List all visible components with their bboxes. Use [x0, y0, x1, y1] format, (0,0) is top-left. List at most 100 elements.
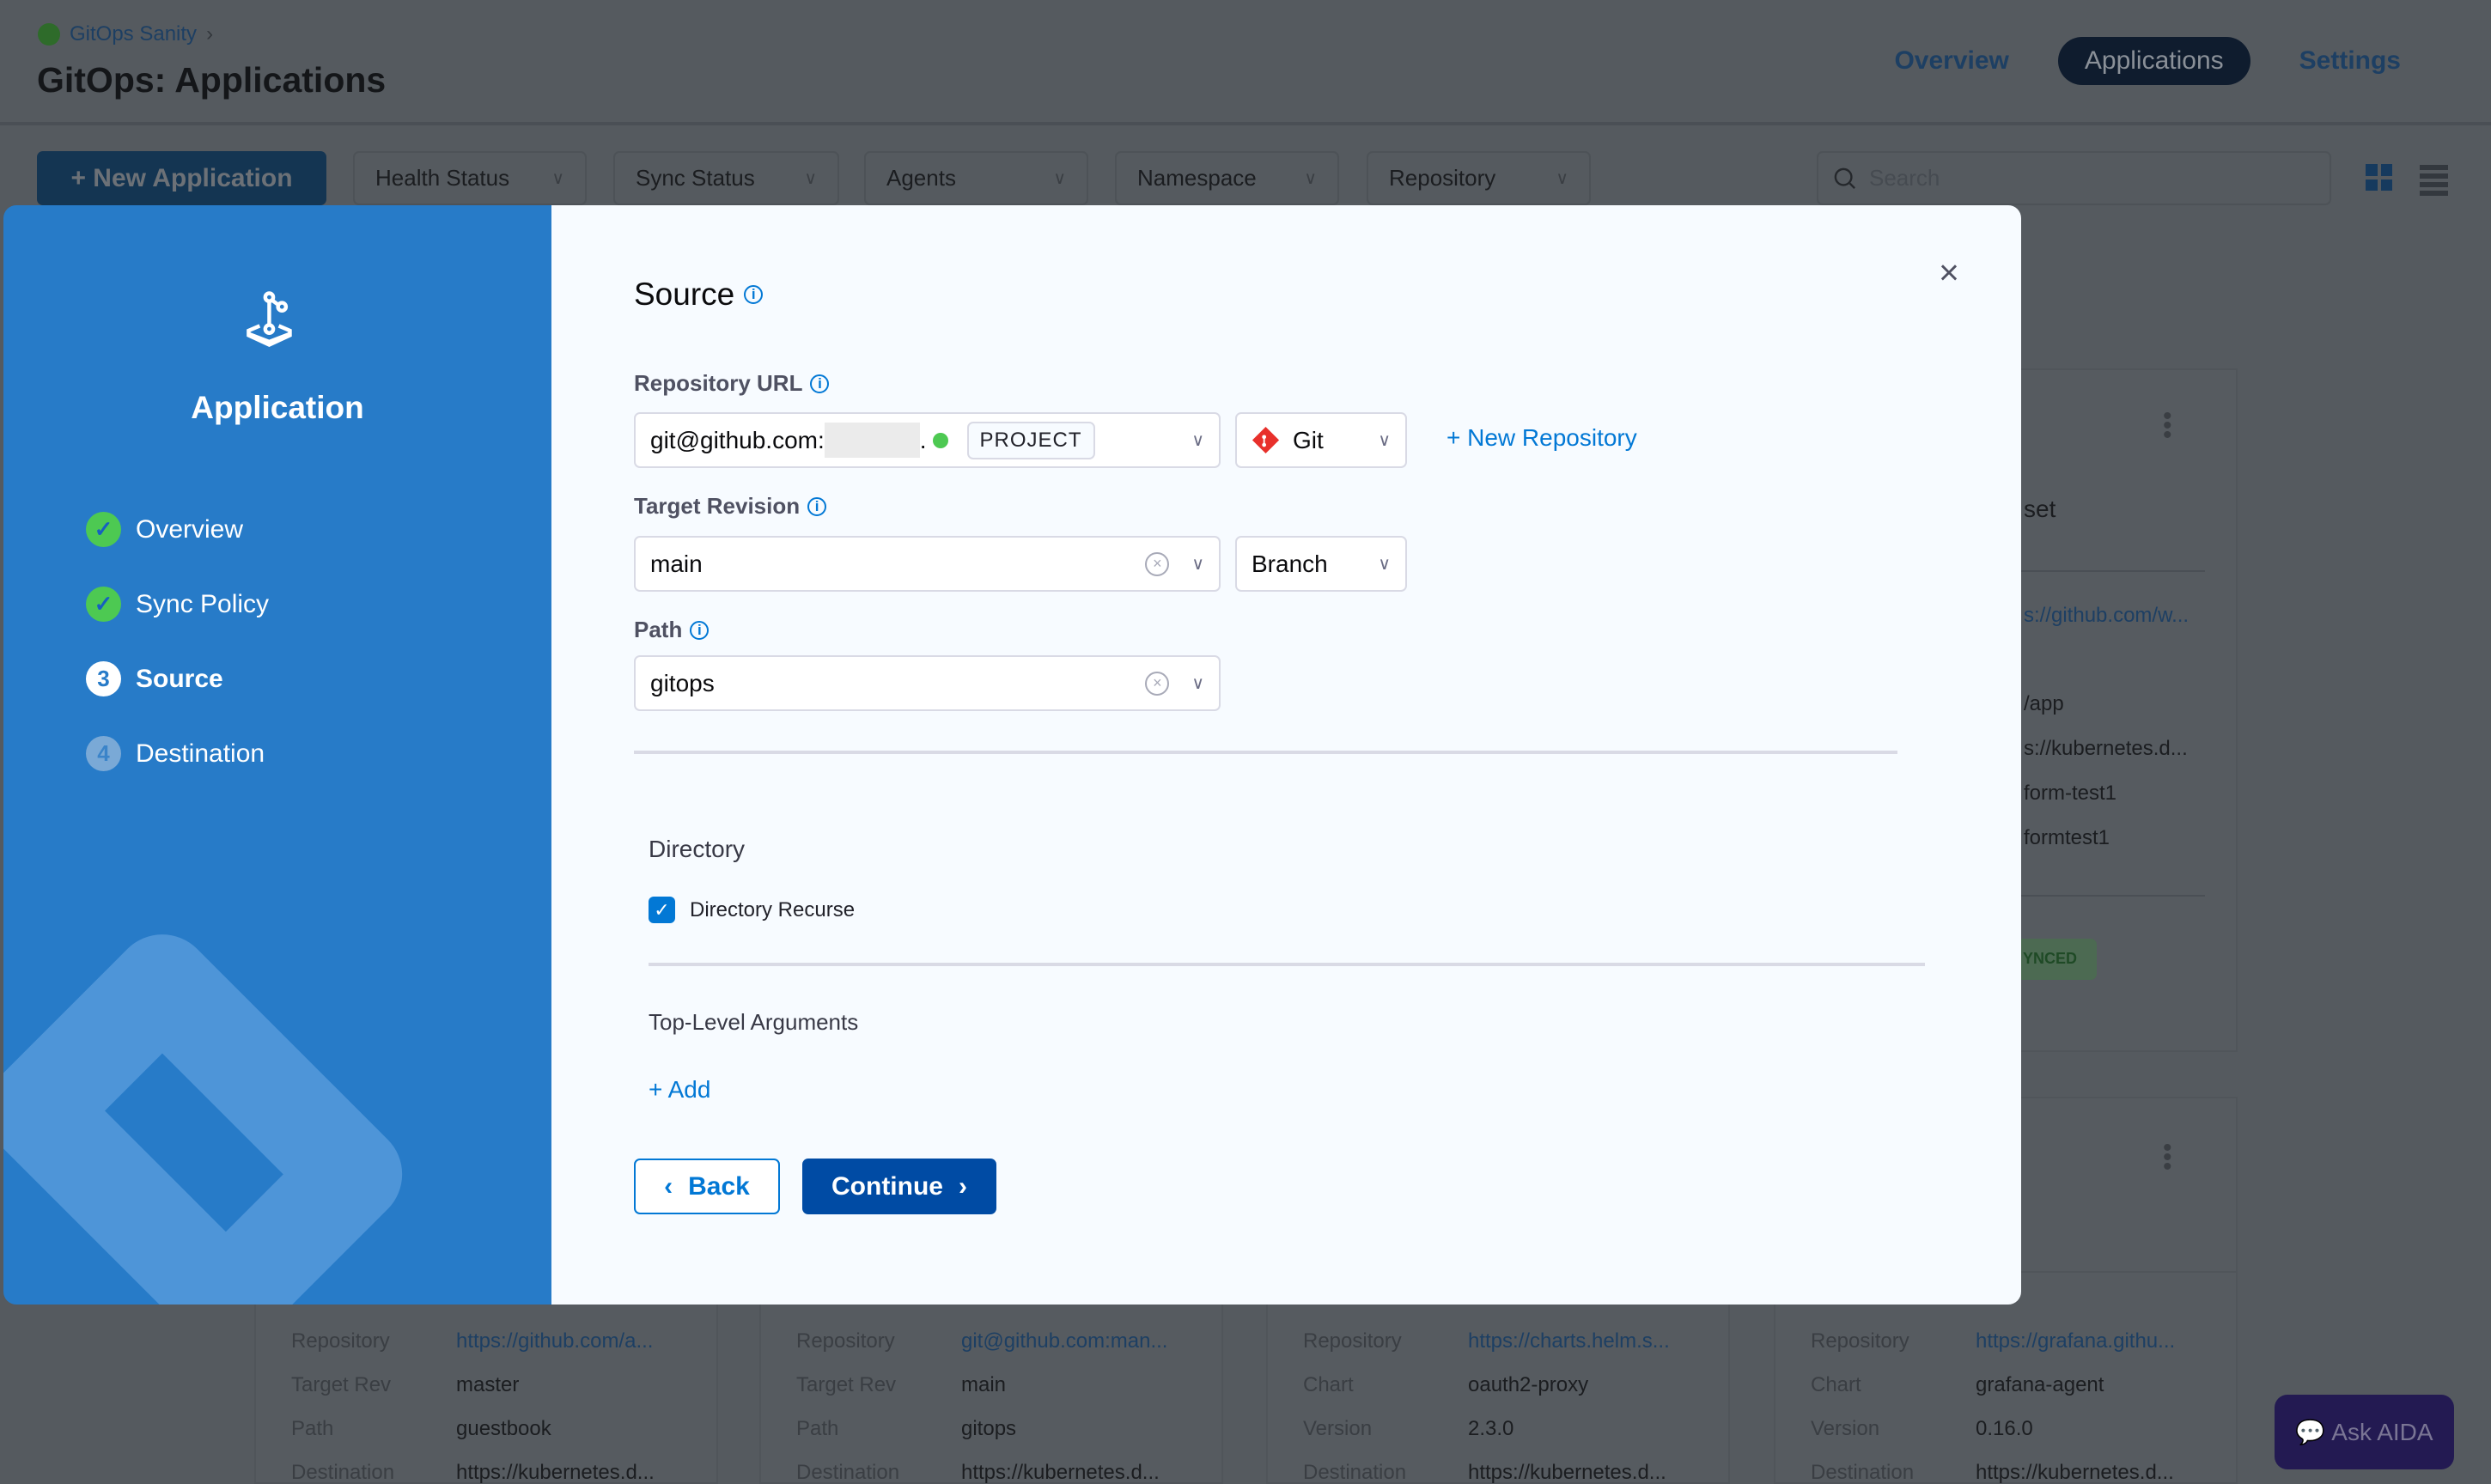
card-field-label: Destination [796, 1461, 900, 1484]
header-divider [0, 122, 2491, 125]
filter-health-status[interactable]: Health Status ∨ [353, 151, 587, 205]
form-title: Source i [634, 277, 764, 313]
source-form: Source i × Repository URL i git@github.com… [551, 205, 2021, 1305]
filter-repository[interactable]: Repository ∨ [1367, 151, 1591, 205]
ask-aida-label: Ask AIDA [2331, 1418, 2433, 1445]
info-icon[interactable]: i [690, 620, 710, 640]
repo-url-suffix: . [919, 426, 927, 453]
step-label: Overview [136, 514, 244, 544]
repo-type-value: Git [1293, 426, 1324, 453]
continue-button[interactable]: Continue › [802, 1159, 996, 1214]
card-field-value: 2.3.0 [1468, 1417, 1514, 1440]
more-options-icon[interactable]: • • • [2163, 1134, 2172, 1181]
app-card[interactable]: Repository https://github.com/a... Target … [254, 1271, 718, 1484]
step-overview[interactable]: ✓ Overview [86, 512, 243, 547]
step-sync-policy[interactable]: ✓ Sync Policy [86, 587, 269, 622]
new-repository-link[interactable]: + New Repository [1446, 424, 1637, 451]
grid-view-icon[interactable] [2366, 164, 2392, 191]
new-application-button[interactable]: + New Application [37, 151, 326, 205]
more-options-icon[interactable]: • • • [2163, 402, 2172, 449]
repository-url-select[interactable]: git@github.com: . PROJECT ∨ [634, 412, 1221, 468]
ask-aida-button[interactable]: 💬 Ask AIDA [2275, 1395, 2454, 1469]
step-label: Destination [136, 739, 265, 768]
scope-badge: PROJECT [966, 421, 1095, 459]
chevron-down-icon: ∨ [1378, 555, 1391, 574]
path-select[interactable]: gitops × ∨ [634, 655, 1221, 711]
clear-icon[interactable]: × [1145, 671, 1170, 696]
clear-icon[interactable]: × [1145, 551, 1170, 576]
filter-agents[interactable]: Agents ∨ [864, 151, 1088, 205]
filter-label: Repository [1389, 165, 1496, 191]
step-number: 3 [86, 661, 121, 696]
add-argument-link[interactable]: + Add [649, 1076, 711, 1103]
filter-sync-status[interactable]: Sync Status ∨ [613, 151, 839, 205]
card-field-value[interactable]: https://charts.helm.s... [1468, 1329, 1670, 1353]
chevron-down-icon: ∨ [551, 169, 564, 188]
card-title: set [2024, 496, 2056, 522]
app-card[interactable]: Repository https://grafana.githu... Chart g… [1774, 1271, 2238, 1484]
list-view-icon[interactable] [2420, 165, 2448, 199]
card-field-value: gitops [961, 1417, 1017, 1440]
chevron-left-icon: ‹ [664, 1171, 673, 1201]
card-field-label: Repository [796, 1329, 895, 1353]
filter-namespace[interactable]: Namespace ∨ [1115, 151, 1339, 205]
step-source[interactable]: 3 Source [86, 661, 223, 696]
card-field-value: main [961, 1373, 1007, 1396]
chevron-down-icon: ∨ [1191, 431, 1204, 450]
card-field-value: https://kubernetes.d... [456, 1461, 655, 1484]
create-application-modal: Application ✓ Overview ✓ Sync Policy 3 Sour… [3, 205, 2021, 1305]
card-field-value: master [456, 1373, 520, 1396]
breadcrumb-project[interactable]: GitOps Sanity [70, 22, 198, 46]
repo-url-value: git@github.com: [650, 426, 825, 453]
chevron-down-icon: ∨ [1053, 169, 1066, 188]
card-field-value[interactable]: git@github.com:man... [961, 1329, 1168, 1353]
info-icon[interactable]: i [810, 374, 830, 393]
card-field-value[interactable]: https://github.com/a... [456, 1329, 654, 1353]
checkbox-checked-icon[interactable]: ✓ [649, 897, 675, 923]
search-input[interactable]: Search [1817, 151, 2331, 205]
revision-type-value: Branch [1252, 550, 1328, 577]
info-icon[interactable]: i [807, 496, 827, 516]
filter-label: Sync Status [636, 165, 755, 191]
card-repo[interactable]: s://github.com/w... [2024, 604, 2190, 627]
path-label: Path i [634, 617, 710, 643]
card-field-label: Version [1303, 1417, 1373, 1440]
divider [634, 751, 1897, 754]
tab-applications[interactable]: Applications [2057, 37, 2250, 85]
card-field-label: Repository [291, 1329, 390, 1353]
top-level-arguments-heading: Top-Level Arguments [649, 1009, 859, 1035]
label-text: Target Revision [634, 493, 801, 519]
revision-type-select[interactable]: Branch ∨ [1235, 536, 1407, 592]
breadcrumb[interactable]: GitOps Sanity › [38, 22, 213, 46]
info-icon[interactable]: i [744, 285, 764, 304]
card-field-value: grafana-agent [1976, 1373, 2104, 1396]
repo-url-label: Repository URL i [634, 370, 830, 397]
card-field-value[interactable]: https://grafana.githu... [1976, 1329, 2176, 1353]
directory-recurse-checkbox[interactable]: ✓ Directory Recurse [649, 897, 855, 923]
check-circle-icon: ✓ [86, 512, 121, 547]
tab-settings[interactable]: Settings [2299, 46, 2401, 75]
card-field-label: Destination [291, 1461, 395, 1484]
form-title-text: Source [634, 277, 735, 312]
card-field-value: 0.16.0 [1976, 1417, 2033, 1440]
close-icon[interactable]: × [1939, 252, 1959, 292]
target-revision-select[interactable]: main × ∨ [634, 536, 1221, 592]
chat-icon: 💬 [2295, 1419, 2326, 1445]
repo-type-select[interactable]: Git ∨ [1235, 412, 1407, 468]
filter-label: Health Status [375, 165, 510, 191]
back-button[interactable]: ‹ Back [634, 1159, 780, 1214]
label-text: Path [634, 617, 683, 642]
card-field-label: Repository [1303, 1329, 1402, 1353]
step-label: Source [136, 664, 223, 693]
back-label: Back [688, 1171, 750, 1201]
tab-overview[interactable]: Overview [1894, 46, 2009, 75]
app-card[interactable]: Repository https://charts.helm.s... Chart o… [1266, 1271, 1730, 1484]
filter-label: Agents [886, 165, 956, 191]
step-destination[interactable]: 4 Destination [86, 736, 265, 771]
wizard-title: Application [191, 390, 364, 425]
project-logo-icon [38, 23, 60, 46]
divider [649, 963, 1925, 966]
app-card[interactable]: Repository git@github.com:man... Target Re… [759, 1271, 1223, 1484]
step-number: 4 [86, 736, 121, 771]
card-value: form-test1 [2024, 782, 2117, 805]
